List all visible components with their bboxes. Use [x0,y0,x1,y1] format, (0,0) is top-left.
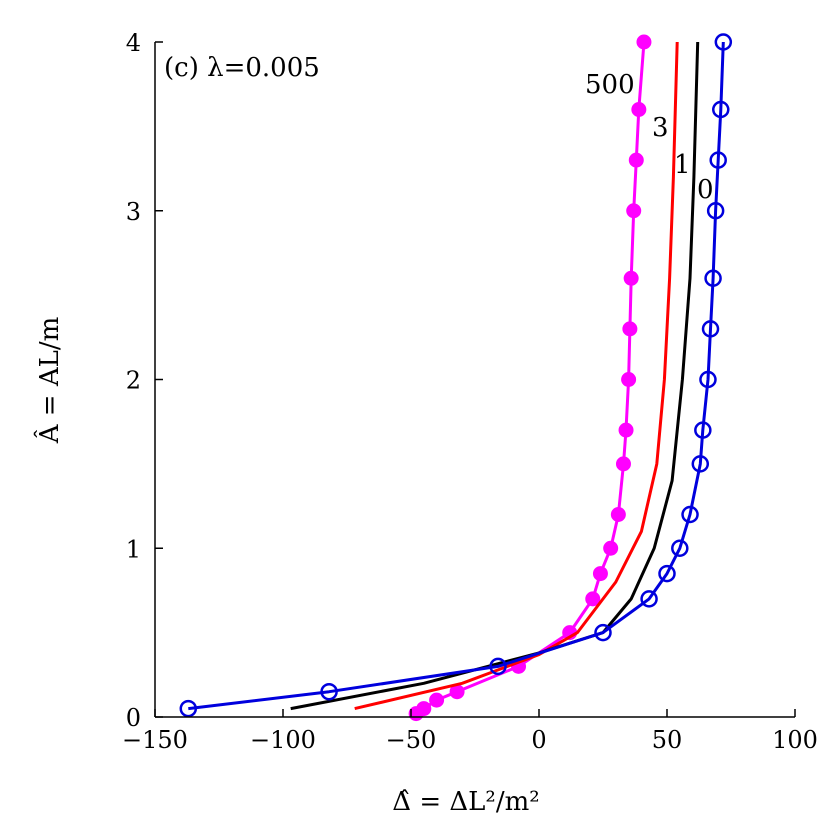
x-tick-label: −50 [386,726,437,754]
series-label-500: 500 [585,70,635,100]
series-500-point [429,692,445,708]
series-0-point [320,682,338,701]
series-0-point [658,564,676,583]
y-tick-label: 1 [126,535,141,563]
series-500-point [623,270,639,286]
series-0-point [714,33,733,51]
y-tick-label: 0 [126,704,141,732]
series-0-point [706,202,725,220]
series-layer [179,33,733,722]
series-0-point [709,151,727,169]
y-tick-label: 4 [126,29,141,57]
series-1-line [290,41,700,711]
series-500-point [603,540,619,556]
series-label-3: 3 [652,113,669,143]
series-500-point [636,34,652,50]
x-tick-label: 50 [652,726,683,754]
series-500-line [415,41,646,715]
series-500-point [592,566,608,582]
series-0-point [640,590,658,608]
series-0-point [671,539,689,557]
series-500-point [622,321,638,337]
series-0-point [489,657,507,676]
series-0-point [694,421,712,439]
series-label-1: 1 [674,150,691,180]
series-500-point [610,507,626,522]
x-tick-label: 0 [531,726,546,754]
series-0-point [699,370,717,389]
series-500-point [621,372,637,387]
series-1 [290,41,700,711]
x-axis-title: Δ̂ = ΔL²/m² [392,787,539,817]
series-500-point [416,701,432,717]
chart-annotation: (c) λ=0.005 [164,53,320,83]
series-500-point [626,203,642,219]
series-0-point [681,505,699,524]
y-tick-label: 2 [126,367,141,395]
series-0-point [712,100,730,119]
series-500-point [615,456,631,472]
series-0 [179,33,733,718]
series-0-point [179,699,198,718]
series-500-point [628,152,644,168]
series-0-point [701,320,720,338]
series-0-point [704,269,722,287]
series-0-point [691,455,710,473]
x-tick-label: −100 [250,726,316,754]
labels-layer: 500 310 [585,70,714,205]
x-tick-label: 100 [772,726,818,754]
series-500-point [585,591,601,607]
series-label-0: 0 [697,175,714,205]
series-0-line [188,41,725,711]
series-0-point [594,623,612,642]
y-tick-label: 3 [126,198,141,226]
y-axis-title: Â = AL/m [33,317,65,445]
x-tick-label: −150 [122,726,188,754]
series-3 [354,41,679,711]
series-500-point [631,102,647,117]
series-3-line [354,41,679,711]
series-500-point [618,422,634,438]
